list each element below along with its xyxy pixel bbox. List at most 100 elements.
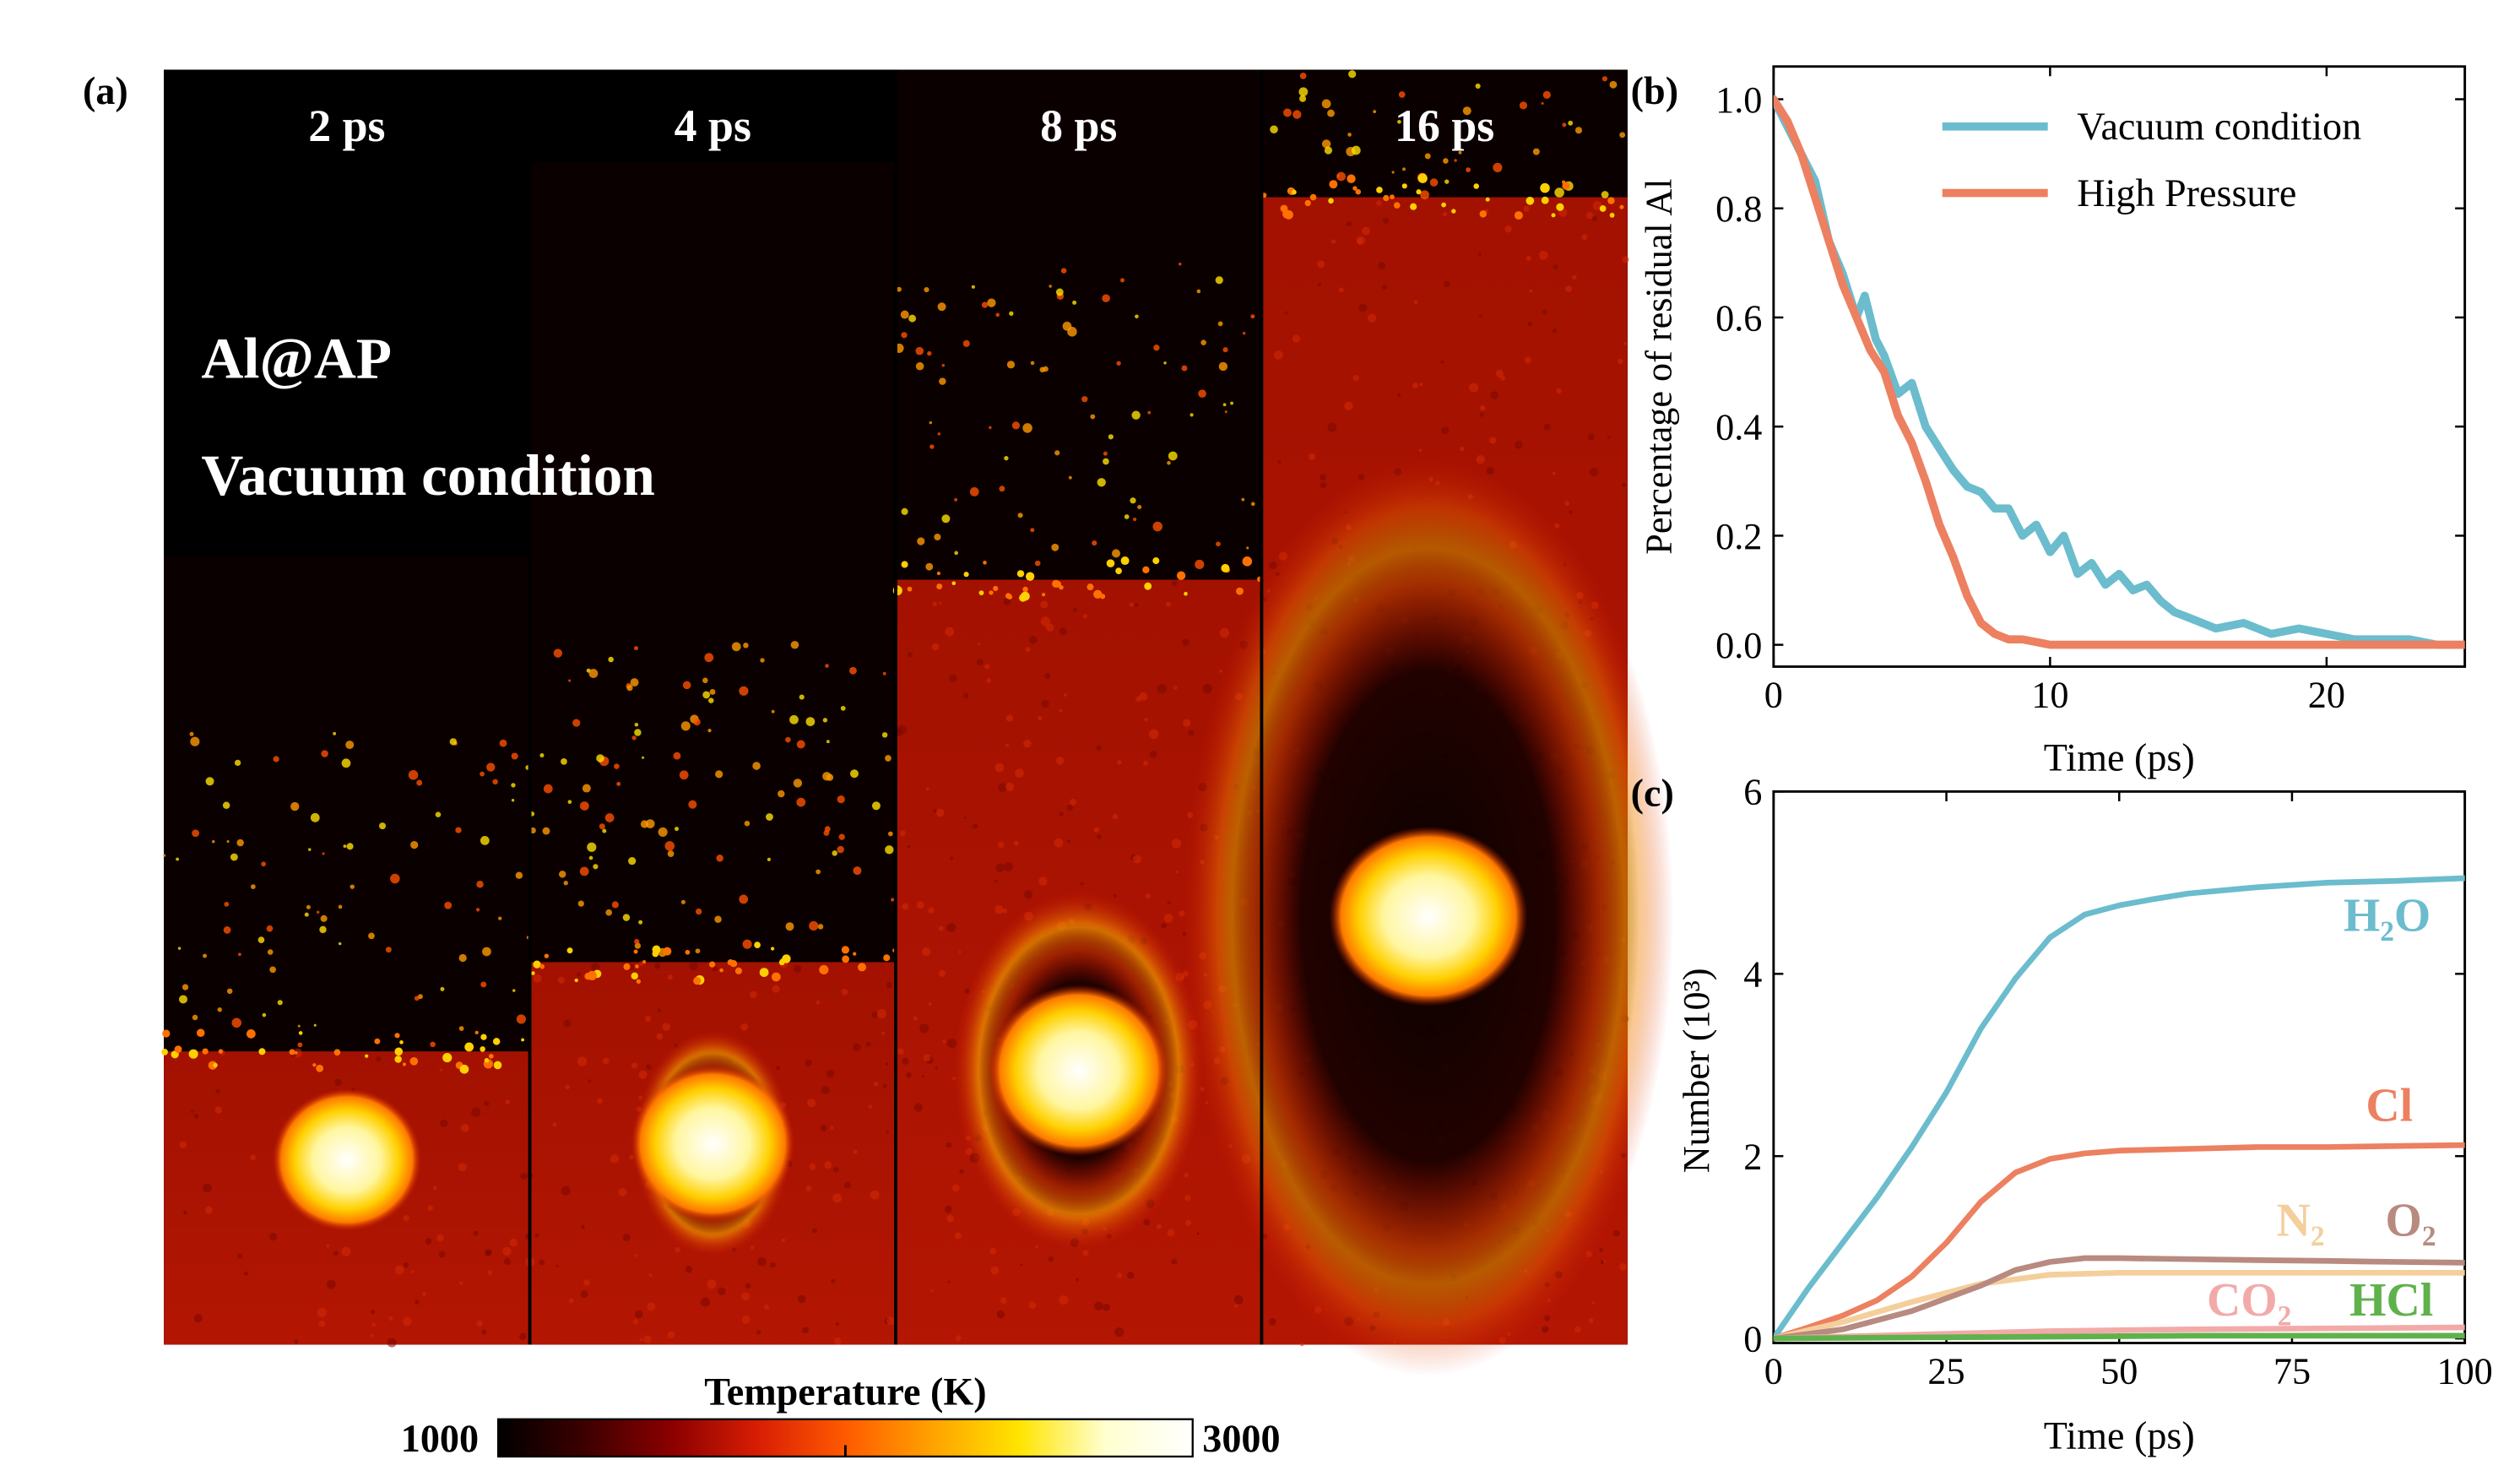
speckle bbox=[1112, 549, 1121, 558]
speckle bbox=[702, 691, 711, 699]
speckle bbox=[1148, 729, 1159, 740]
speckle bbox=[971, 285, 975, 289]
speckle bbox=[1429, 178, 1439, 187]
speckle bbox=[835, 1322, 840, 1327]
speckle bbox=[937, 302, 946, 312]
speckle bbox=[552, 1122, 557, 1127]
speckle bbox=[1317, 283, 1322, 287]
speckle bbox=[1020, 1263, 1023, 1267]
speckle bbox=[1038, 716, 1043, 721]
speckle bbox=[634, 942, 642, 949]
speckle bbox=[1217, 321, 1223, 327]
speckle bbox=[1139, 692, 1148, 701]
front-speckle bbox=[901, 561, 908, 568]
front-speckle bbox=[708, 961, 716, 968]
speckle bbox=[1402, 167, 1406, 171]
speckle bbox=[929, 444, 935, 449]
speckle bbox=[568, 1298, 574, 1304]
speckle bbox=[984, 664, 990, 670]
speckle bbox=[805, 717, 816, 726]
speckle bbox=[639, 1338, 643, 1342]
series-label-cl: Cl bbox=[2366, 1079, 2413, 1131]
speckle bbox=[297, 1024, 301, 1028]
speckle bbox=[1156, 1224, 1162, 1229]
speckle bbox=[913, 1103, 923, 1112]
speckle bbox=[326, 1279, 336, 1289]
speckle bbox=[388, 1316, 393, 1321]
speckle bbox=[1054, 450, 1060, 456]
speckle bbox=[512, 989, 516, 992]
speckle bbox=[1250, 314, 1255, 319]
speckle bbox=[743, 643, 749, 648]
speckle bbox=[1591, 215, 1597, 222]
speckle bbox=[458, 1281, 463, 1285]
panel-b-legend: Vacuum condition High Pressure bbox=[1942, 105, 2361, 214]
speckle bbox=[1224, 410, 1227, 414]
speckle bbox=[1161, 922, 1167, 929]
speckle bbox=[1103, 458, 1109, 465]
speckle bbox=[656, 1033, 664, 1040]
speckle bbox=[1412, 383, 1418, 389]
speckle bbox=[321, 750, 328, 757]
speckle bbox=[1588, 1318, 1594, 1324]
speckle bbox=[886, 1131, 889, 1134]
heatmap-frame-2: 4 ps bbox=[525, 69, 897, 1345]
speckle bbox=[1532, 148, 1540, 155]
speckle bbox=[333, 731, 337, 735]
speckle bbox=[1167, 1229, 1175, 1237]
front-speckle bbox=[394, 1033, 400, 1039]
speckle bbox=[1171, 838, 1182, 849]
speckle bbox=[763, 1304, 770, 1310]
front-speckle bbox=[218, 1049, 224, 1054]
front-speckle bbox=[162, 1029, 171, 1038]
speckle bbox=[539, 753, 545, 758]
speckle bbox=[657, 1008, 662, 1012]
speckle bbox=[480, 836, 490, 845]
speckle bbox=[645, 819, 655, 828]
front-speckle bbox=[1016, 570, 1025, 578]
speckle bbox=[1327, 109, 1335, 117]
speckle bbox=[310, 812, 320, 822]
speckle bbox=[955, 1335, 962, 1342]
speckle bbox=[716, 855, 723, 862]
speckle bbox=[427, 1205, 434, 1211]
speckle bbox=[179, 1141, 187, 1148]
speckle bbox=[885, 1062, 889, 1066]
speckle bbox=[933, 808, 937, 813]
speckle bbox=[519, 1332, 527, 1340]
front-speckle bbox=[333, 1049, 341, 1056]
speckle bbox=[816, 1000, 821, 1005]
speckle bbox=[1599, 1247, 1604, 1252]
front-speckle bbox=[1514, 211, 1523, 220]
speckle bbox=[635, 1254, 638, 1257]
speckle bbox=[553, 648, 563, 658]
speckle bbox=[610, 1154, 620, 1164]
series-line-1 bbox=[1773, 875, 2465, 1342]
speckle bbox=[679, 770, 689, 780]
speckle bbox=[1623, 341, 1627, 345]
speckle bbox=[1009, 311, 1014, 316]
front-speckle bbox=[533, 960, 541, 969]
speckle bbox=[1500, 376, 1505, 381]
front-speckle bbox=[635, 964, 639, 969]
x-tick-label: 75 bbox=[2273, 1351, 2311, 1392]
speckle bbox=[742, 939, 752, 949]
speckle bbox=[1082, 1250, 1089, 1256]
speckle bbox=[542, 827, 550, 835]
speckle bbox=[928, 907, 935, 914]
speckle bbox=[796, 797, 806, 807]
speckle bbox=[634, 938, 640, 945]
speckle bbox=[577, 972, 582, 977]
front-speckle bbox=[316, 1064, 324, 1072]
speckle bbox=[319, 925, 327, 934]
front-speckle bbox=[294, 1050, 298, 1055]
speckle bbox=[1327, 422, 1337, 432]
speckle bbox=[487, 1270, 492, 1275]
front-speckle bbox=[1176, 571, 1186, 580]
series-label-h2o: H₂O bbox=[2344, 890, 2431, 942]
speckle bbox=[269, 966, 276, 974]
speckle bbox=[1152, 521, 1162, 532]
front-speckle bbox=[1041, 593, 1046, 597]
speckle bbox=[1601, 191, 1609, 198]
